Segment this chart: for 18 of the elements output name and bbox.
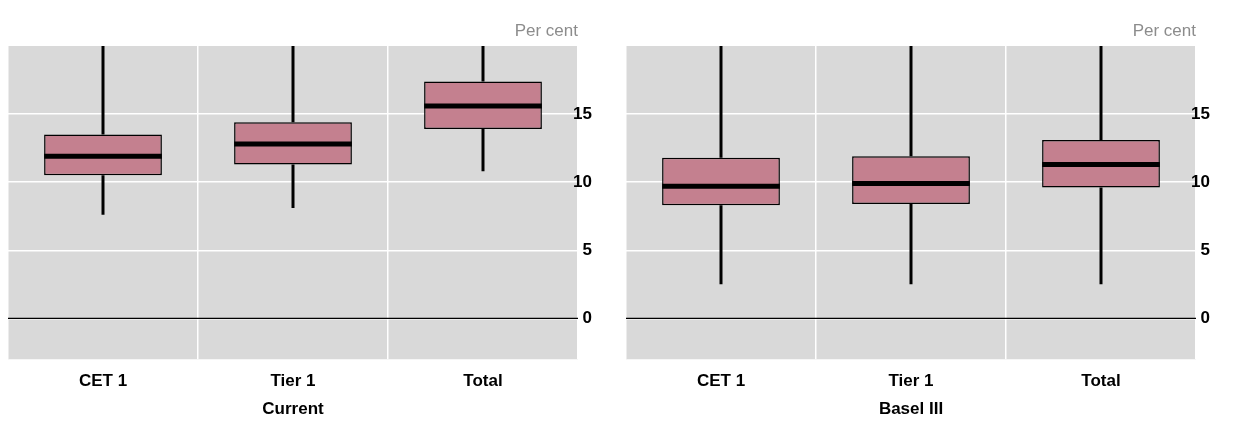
y-tick-label: 0 <box>582 308 592 328</box>
y-axis-title: Per cent <box>1132 21 1197 41</box>
y-tick-label: 0 <box>1200 308 1210 328</box>
x-tick-label: Total <box>463 371 503 391</box>
x-tick-label: CET 1 <box>78 371 128 391</box>
y-tick-label: 10 <box>1191 171 1210 191</box>
x-tick-label: Total <box>1081 371 1121 391</box>
y-tick-label: 15 <box>573 103 592 123</box>
y-tick-label: 10 <box>573 171 592 191</box>
y-tick-label: 5 <box>582 239 592 259</box>
x-tick-label: Tier 1 <box>270 371 316 391</box>
x-tick-label: CET 1 <box>696 371 746 391</box>
y-axis-title: Per cent <box>514 21 579 41</box>
x-axis-title: Basel III <box>878 399 944 419</box>
y-tick-label: 5 <box>1200 239 1210 259</box>
x-axis-title: Current <box>262 399 325 419</box>
y-tick-label: 15 <box>1191 103 1210 123</box>
x-tick-label: Tier 1 <box>888 371 934 391</box>
